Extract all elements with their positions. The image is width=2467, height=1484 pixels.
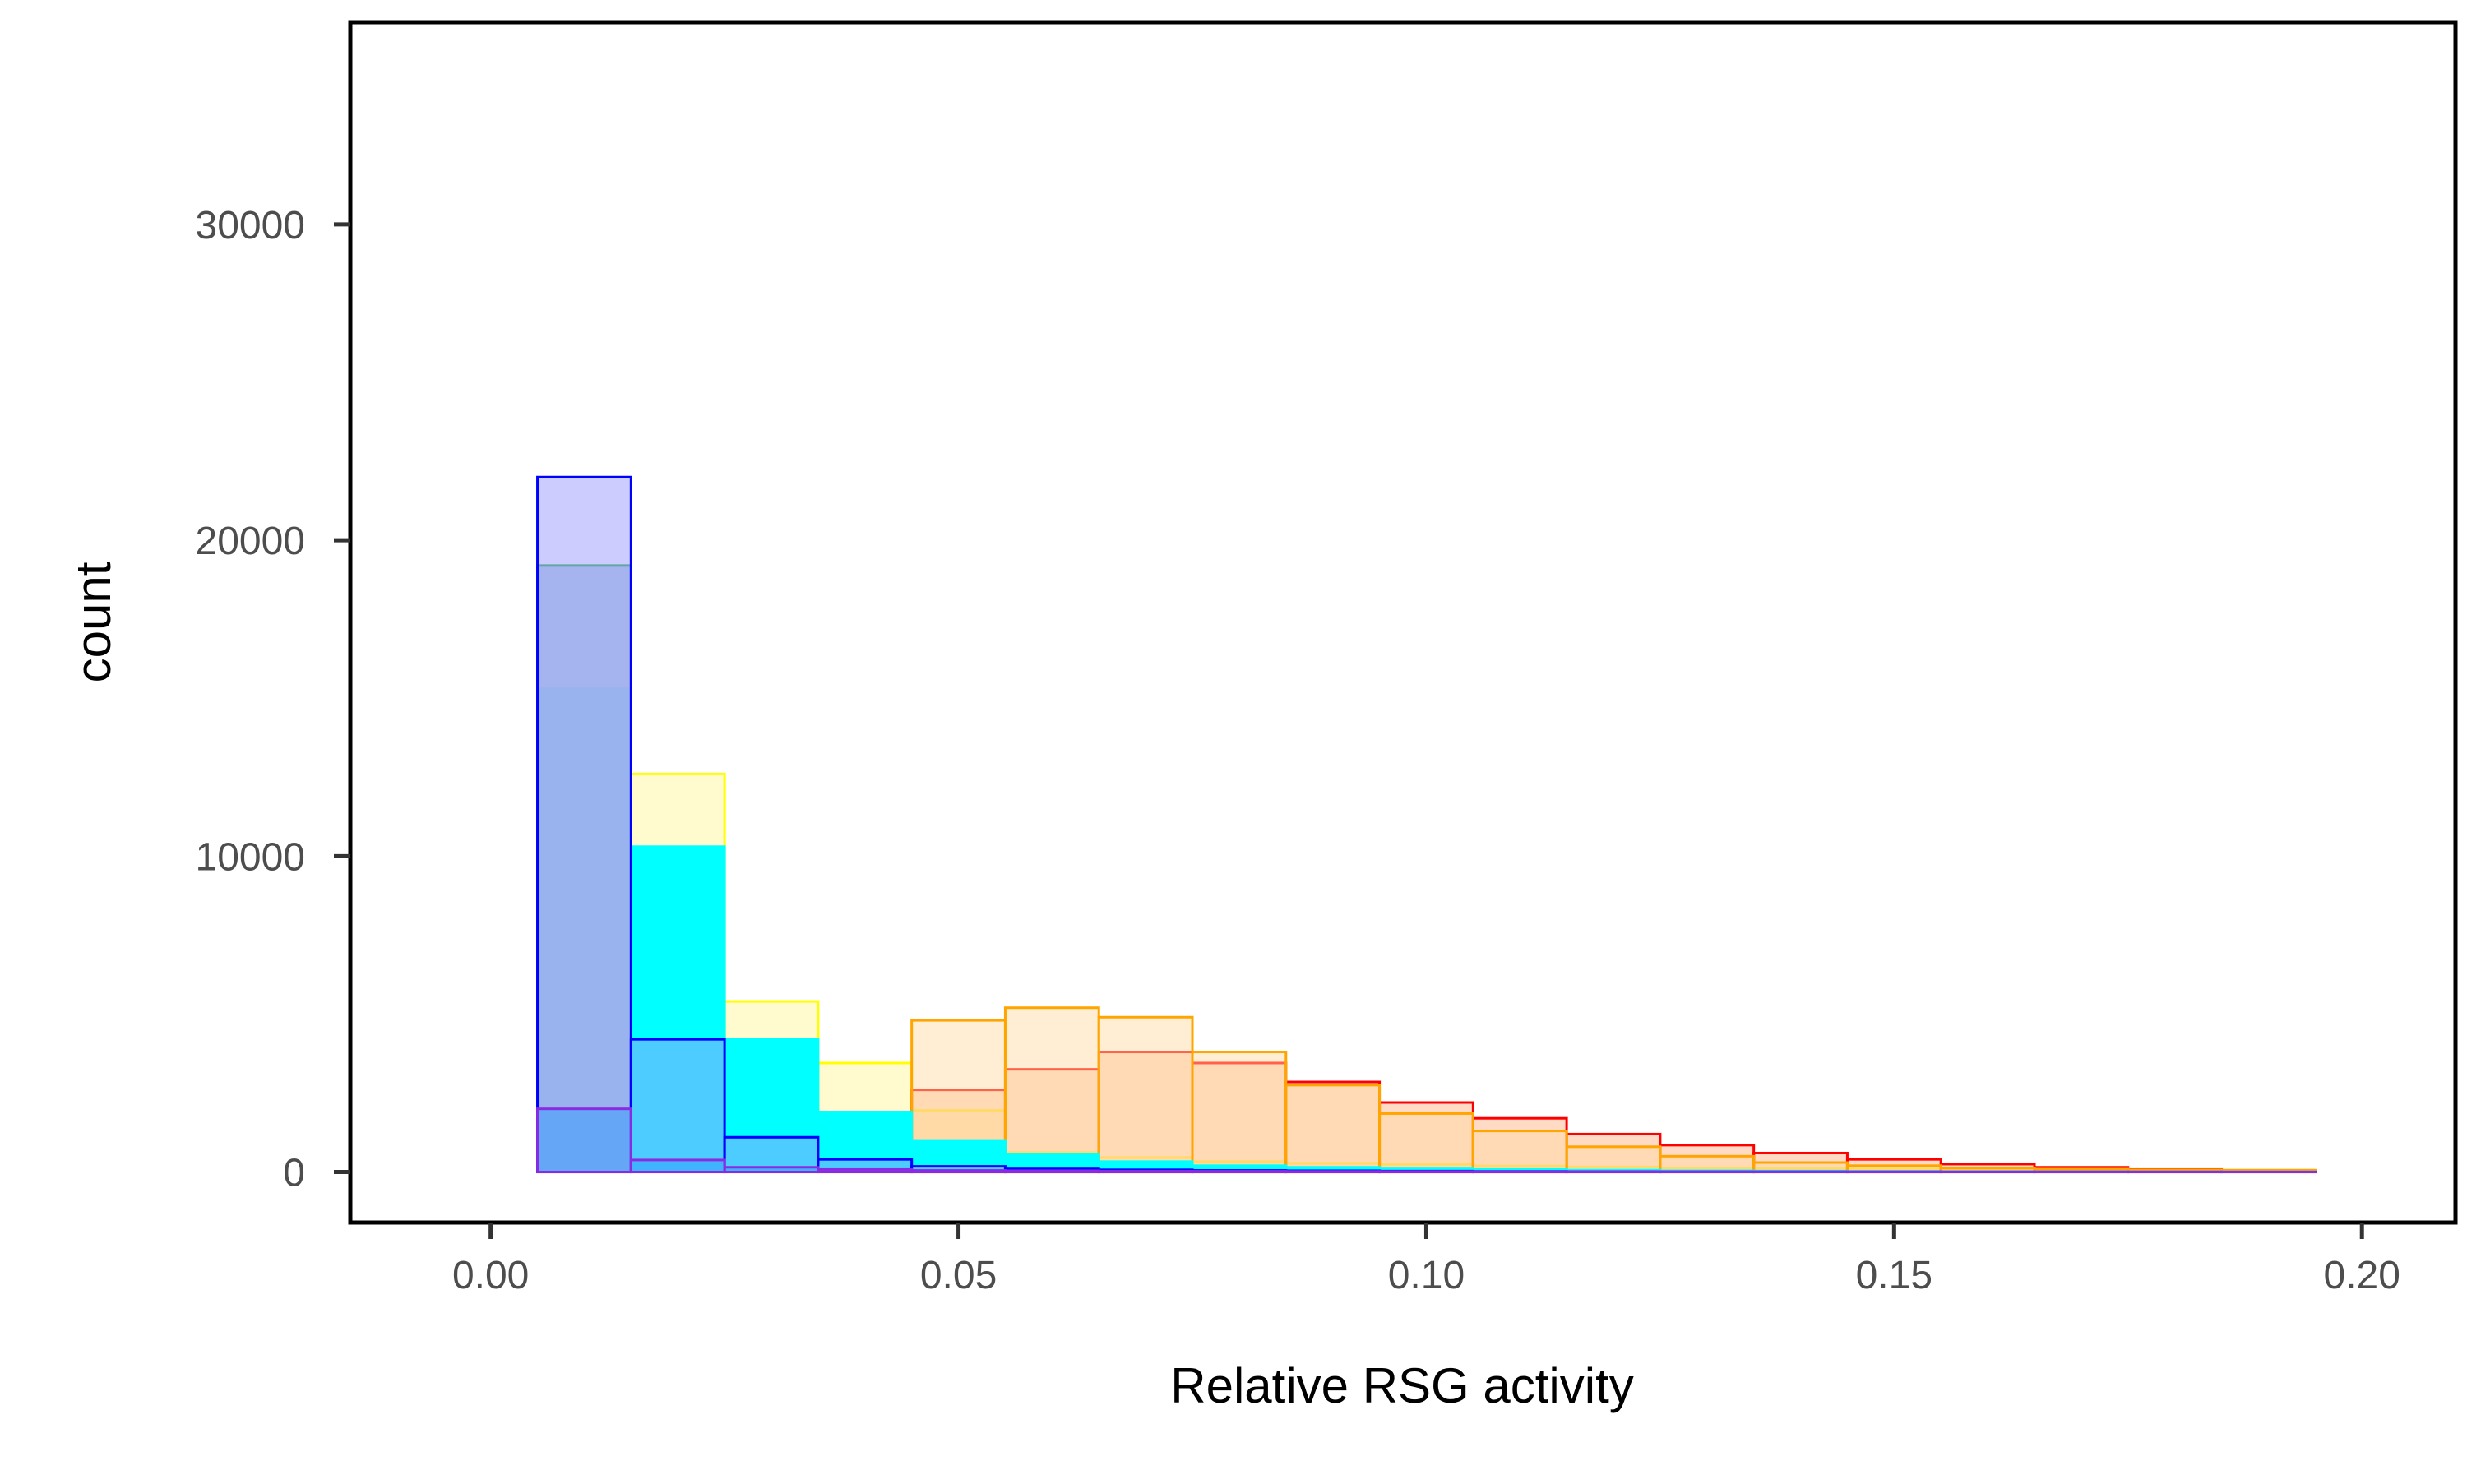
histogram-bar xyxy=(1380,1113,1474,1172)
y-tick-label: 30000 xyxy=(196,204,305,247)
y-axis-title: count xyxy=(66,562,121,682)
x-tick-label: 0.05 xyxy=(920,1254,997,1297)
histogram-bar xyxy=(1473,1131,1567,1172)
histogram-bar xyxy=(1005,1008,1099,1172)
histogram-bar xyxy=(1099,1017,1192,1172)
x-axis-title: Relative RSG activity xyxy=(1170,1358,1634,1413)
x-tick-label: 0.10 xyxy=(1388,1254,1465,1297)
histogram-bar xyxy=(631,1160,724,1172)
y-tick-label: 0 xyxy=(283,1152,305,1195)
histogram-bar xyxy=(631,1039,724,1172)
histogram-bar xyxy=(1192,1052,1286,1172)
histogram-bar xyxy=(1099,1171,1192,1172)
histogram-bar xyxy=(538,477,632,1172)
histogram-bar xyxy=(818,1169,912,1172)
histogram-bar xyxy=(1005,1171,1099,1172)
x-tick-label: 0.20 xyxy=(2324,1254,2400,1297)
histogram-bar xyxy=(1567,1147,1660,1172)
histogram-bar xyxy=(912,1171,1006,1172)
histogram-bar xyxy=(724,1167,818,1172)
histogram-bar xyxy=(538,1109,632,1172)
x-tick-label: 0.00 xyxy=(452,1254,529,1297)
histogram-series-2 xyxy=(912,1008,2316,1172)
x-axis: 0.00 0.05 0.10 0.15 0.20 xyxy=(452,1223,2400,1297)
histogram-bar xyxy=(1286,1085,1380,1172)
y-tick-label: 20000 xyxy=(196,520,305,563)
histogram-series-3 xyxy=(538,689,2316,1172)
y-tick-label: 10000 xyxy=(196,835,305,879)
bars-layer xyxy=(538,477,2316,1172)
x-tick-label: 0.15 xyxy=(1856,1254,1932,1297)
y-axis: 0 10000 20000 30000 xyxy=(196,204,350,1195)
